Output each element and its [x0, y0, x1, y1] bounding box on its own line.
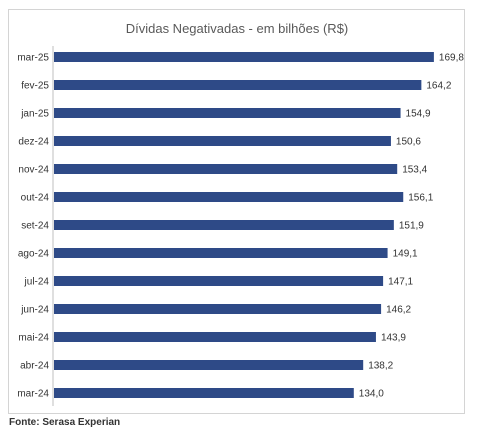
bar-dez-24 [54, 136, 391, 146]
bar-mar-24 [54, 388, 354, 398]
bar-out-24 [54, 192, 404, 202]
bar-abr-24 [54, 360, 364, 370]
category-label-mar-24: mar-24 [17, 389, 49, 400]
bar-jan-25 [54, 108, 401, 118]
value-label-jul-24: 147,1 [388, 277, 413, 288]
bar-ago-24 [54, 248, 388, 258]
bar-mai-24 [54, 332, 376, 342]
value-label-mar-24: 134,0 [359, 389, 384, 400]
bar-jun-24 [54, 304, 382, 314]
value-label-mar-25: 169,8 [439, 53, 464, 64]
category-label-mai-24: mai-24 [18, 333, 49, 344]
value-label-abr-24: 138,2 [368, 361, 393, 372]
category-label-ago-24: ago-24 [18, 249, 50, 260]
category-label-abr-24: abr-24 [20, 361, 49, 372]
bar-chart: Dívidas Negativadas - em bilhões (R$) ma… [17, 21, 464, 406]
value-label-jan-25: 154,9 [406, 109, 431, 120]
bar-mar-25 [54, 52, 434, 62]
bar-fev-25 [54, 80, 422, 90]
chart-title: Dívidas Negativadas - em bilhões (R$) [126, 21, 349, 36]
category-label-fev-25: fev-25 [21, 81, 49, 92]
category-label-dez-24: dez-24 [18, 137, 49, 148]
value-label-ago-24: 149,1 [393, 249, 418, 260]
chart-frame: Dívidas Negativadas - em bilhões (R$) ma… [8, 9, 465, 414]
category-label-set-24: set-24 [21, 221, 49, 232]
value-label-jun-24: 146,2 [386, 305, 411, 316]
value-label-fev-25: 164,2 [426, 81, 451, 92]
source-note: Fonte: Serasa Experian [9, 417, 121, 428]
bars-group: mar-25 169,8 fev-25 164,2 jan-25 154,9 dez-24 1… [17, 52, 464, 400]
value-label-out-24: 156,1 [408, 193, 433, 204]
value-label-nov-24: 153,4 [402, 165, 427, 176]
bar-set-24 [54, 220, 394, 230]
bar-jul-24 [54, 276, 384, 286]
value-label-set-24: 151,9 [399, 221, 424, 232]
value-label-dez-24: 150,6 [396, 137, 421, 148]
value-label-mai-24: 143,9 [381, 333, 406, 344]
category-label-jun-24: jun-24 [20, 305, 49, 316]
category-label-jul-24: jul-24 [24, 277, 50, 288]
bar-nov-24 [54, 164, 398, 174]
category-label-mar-25: mar-25 [17, 53, 49, 64]
category-label-nov-24: nov-24 [18, 165, 49, 176]
category-label-out-24: out-24 [21, 193, 50, 204]
category-label-jan-25: jan-25 [20, 109, 49, 120]
